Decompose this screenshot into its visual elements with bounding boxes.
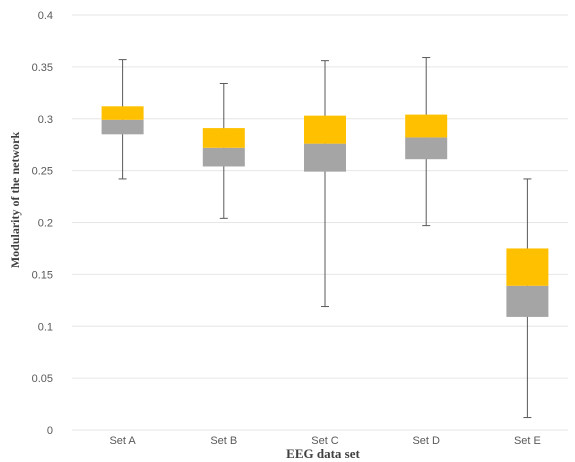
box-lower-quartile — [405, 137, 448, 160]
gridlines — [72, 14, 568, 431]
y-tick-label: 0.4 — [38, 10, 53, 22]
x-axis-tick-labels: Set A Set B Set C Set D Set E — [109, 435, 540, 447]
x-tick-label: Set E — [514, 435, 541, 447]
y-axis-tick-labels: 0 0.05 0.1 0.15 0.2 0.25 0.3 0.35 0.4 — [32, 10, 53, 437]
boxes — [101, 106, 549, 317]
y-tick-label: 0.35 — [32, 62, 53, 74]
y-tick-label: 0.05 — [32, 373, 53, 385]
y-tick-label: 0.2 — [38, 218, 53, 230]
y-tick-label: 0 — [47, 425, 53, 437]
box-upper-quartile — [202, 128, 245, 148]
box-upper-quartile — [101, 106, 144, 120]
x-tick-label: Set A — [109, 435, 136, 447]
box-upper-quartile — [304, 115, 346, 144]
x-tick-label: Set C — [311, 435, 339, 447]
y-tick-label: 0.3 — [38, 114, 53, 126]
whiskers — [118, 57, 532, 419]
box-upper-quartile — [405, 114, 448, 138]
y-tick-label: 0.25 — [32, 166, 53, 178]
x-tick-label: Set B — [210, 435, 237, 447]
box-lower-quartile — [506, 285, 549, 317]
y-tick-label: 0.1 — [38, 321, 53, 333]
x-tick-label: Set D — [412, 435, 440, 447]
y-tick-label: 0.15 — [32, 269, 53, 281]
y-axis-title: Modularity of the network — [8, 132, 22, 269]
x-axis-title: EEG data set — [286, 446, 360, 461]
box-lower-quartile — [101, 119, 144, 135]
box-lower-quartile — [304, 143, 346, 172]
box-lower-quartile — [202, 147, 245, 167]
box-upper-quartile — [506, 248, 549, 286]
